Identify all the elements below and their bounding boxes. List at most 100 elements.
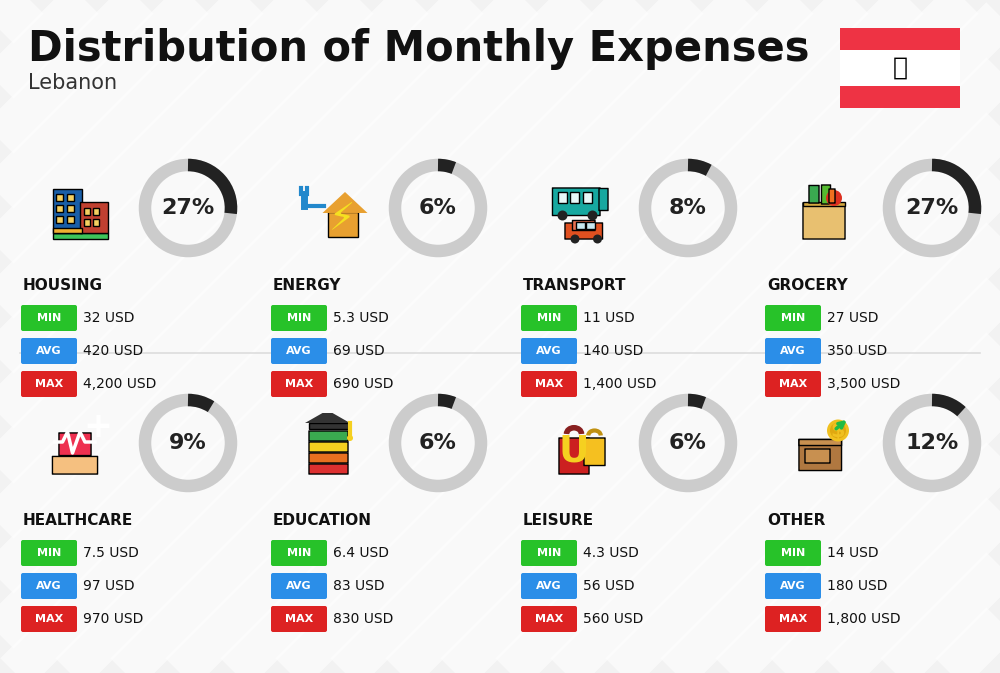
FancyBboxPatch shape (271, 573, 327, 599)
Text: 69 USD: 69 USD (333, 344, 385, 358)
FancyBboxPatch shape (803, 201, 845, 205)
FancyBboxPatch shape (552, 188, 600, 215)
FancyBboxPatch shape (765, 606, 821, 632)
Text: ⚡: ⚡ (329, 203, 356, 238)
Text: MAX: MAX (535, 379, 563, 389)
Text: 27%: 27% (905, 198, 959, 218)
Text: AVG: AVG (780, 581, 806, 591)
Text: MIN: MIN (287, 313, 311, 323)
Text: AVG: AVG (536, 581, 562, 591)
Text: MIN: MIN (537, 313, 561, 323)
FancyBboxPatch shape (582, 192, 592, 203)
FancyBboxPatch shape (565, 223, 603, 239)
FancyBboxPatch shape (309, 431, 348, 441)
FancyBboxPatch shape (56, 216, 63, 223)
FancyBboxPatch shape (803, 203, 845, 239)
Text: AVG: AVG (36, 581, 62, 591)
FancyBboxPatch shape (52, 189, 82, 233)
FancyBboxPatch shape (765, 305, 821, 331)
Circle shape (588, 211, 598, 221)
FancyBboxPatch shape (67, 205, 74, 212)
Text: 970 USD: 970 USD (83, 612, 143, 626)
FancyBboxPatch shape (809, 186, 819, 203)
FancyBboxPatch shape (309, 453, 348, 463)
Text: 3,500 USD: 3,500 USD (827, 377, 900, 391)
FancyBboxPatch shape (572, 221, 595, 231)
Text: AVG: AVG (536, 346, 562, 356)
FancyBboxPatch shape (558, 192, 566, 203)
Text: 420 USD: 420 USD (83, 344, 143, 358)
Text: 350 USD: 350 USD (827, 344, 887, 358)
FancyBboxPatch shape (521, 606, 577, 632)
Text: 27%: 27% (161, 198, 215, 218)
Text: 14 USD: 14 USD (827, 546, 879, 560)
FancyBboxPatch shape (328, 212, 358, 237)
Text: 1,400 USD: 1,400 USD (583, 377, 656, 391)
Text: MAX: MAX (35, 379, 63, 389)
Circle shape (301, 191, 307, 197)
Text: +: + (83, 410, 112, 444)
Circle shape (827, 419, 849, 441)
FancyBboxPatch shape (21, 371, 77, 397)
FancyBboxPatch shape (52, 233, 108, 239)
FancyBboxPatch shape (309, 442, 348, 452)
Polygon shape (322, 192, 368, 213)
Text: 560 USD: 560 USD (583, 612, 643, 626)
FancyBboxPatch shape (271, 371, 327, 397)
FancyBboxPatch shape (829, 189, 835, 203)
FancyBboxPatch shape (521, 371, 577, 397)
Text: 56 USD: 56 USD (583, 579, 635, 593)
FancyBboxPatch shape (271, 606, 327, 632)
Text: LEISURE: LEISURE (523, 513, 594, 528)
Text: 180 USD: 180 USD (827, 579, 888, 593)
Text: HEALTHCARE: HEALTHCARE (23, 513, 133, 528)
FancyBboxPatch shape (56, 194, 63, 201)
Text: 97 USD: 97 USD (83, 579, 135, 593)
Text: ENERGY: ENERGY (273, 278, 342, 293)
FancyBboxPatch shape (521, 540, 577, 566)
Text: Lebanon: Lebanon (28, 73, 117, 93)
Circle shape (347, 435, 353, 441)
FancyBboxPatch shape (840, 28, 960, 108)
Text: 6%: 6% (669, 433, 707, 453)
Text: MAX: MAX (285, 614, 313, 624)
FancyBboxPatch shape (21, 305, 77, 331)
Text: 27 USD: 27 USD (827, 311, 879, 325)
Text: U: U (559, 434, 589, 470)
Text: MAX: MAX (35, 614, 63, 624)
Text: MAX: MAX (285, 379, 313, 389)
Text: MAX: MAX (535, 614, 563, 624)
FancyBboxPatch shape (92, 219, 98, 225)
Text: 6%: 6% (419, 433, 457, 453)
FancyBboxPatch shape (67, 194, 74, 201)
Text: AVG: AVG (286, 581, 312, 591)
Text: AVG: AVG (286, 346, 312, 356)
Text: Distribution of Monthly Expenses: Distribution of Monthly Expenses (28, 28, 810, 70)
FancyBboxPatch shape (67, 216, 74, 223)
FancyBboxPatch shape (80, 202, 108, 233)
Text: 6%: 6% (419, 198, 457, 218)
FancyBboxPatch shape (559, 438, 589, 474)
FancyBboxPatch shape (52, 456, 98, 474)
Text: MAX: MAX (779, 379, 807, 389)
FancyBboxPatch shape (570, 192, 579, 203)
Circle shape (826, 190, 842, 206)
FancyBboxPatch shape (521, 573, 577, 599)
FancyBboxPatch shape (52, 228, 82, 233)
Text: 690 USD: 690 USD (333, 377, 394, 391)
Text: 12%: 12% (905, 433, 959, 453)
Text: 4,200 USD: 4,200 USD (83, 377, 156, 391)
Polygon shape (305, 413, 350, 423)
Circle shape (830, 423, 846, 439)
FancyBboxPatch shape (584, 438, 605, 466)
FancyBboxPatch shape (576, 222, 585, 229)
FancyBboxPatch shape (765, 371, 821, 397)
Text: AVG: AVG (36, 346, 62, 356)
Text: 🌲: 🌲 (893, 56, 908, 80)
Text: MIN: MIN (781, 313, 805, 323)
FancyBboxPatch shape (799, 439, 842, 470)
FancyBboxPatch shape (840, 85, 960, 108)
FancyBboxPatch shape (271, 540, 327, 566)
Text: 9%: 9% (169, 433, 207, 453)
Text: MIN: MIN (781, 548, 805, 558)
